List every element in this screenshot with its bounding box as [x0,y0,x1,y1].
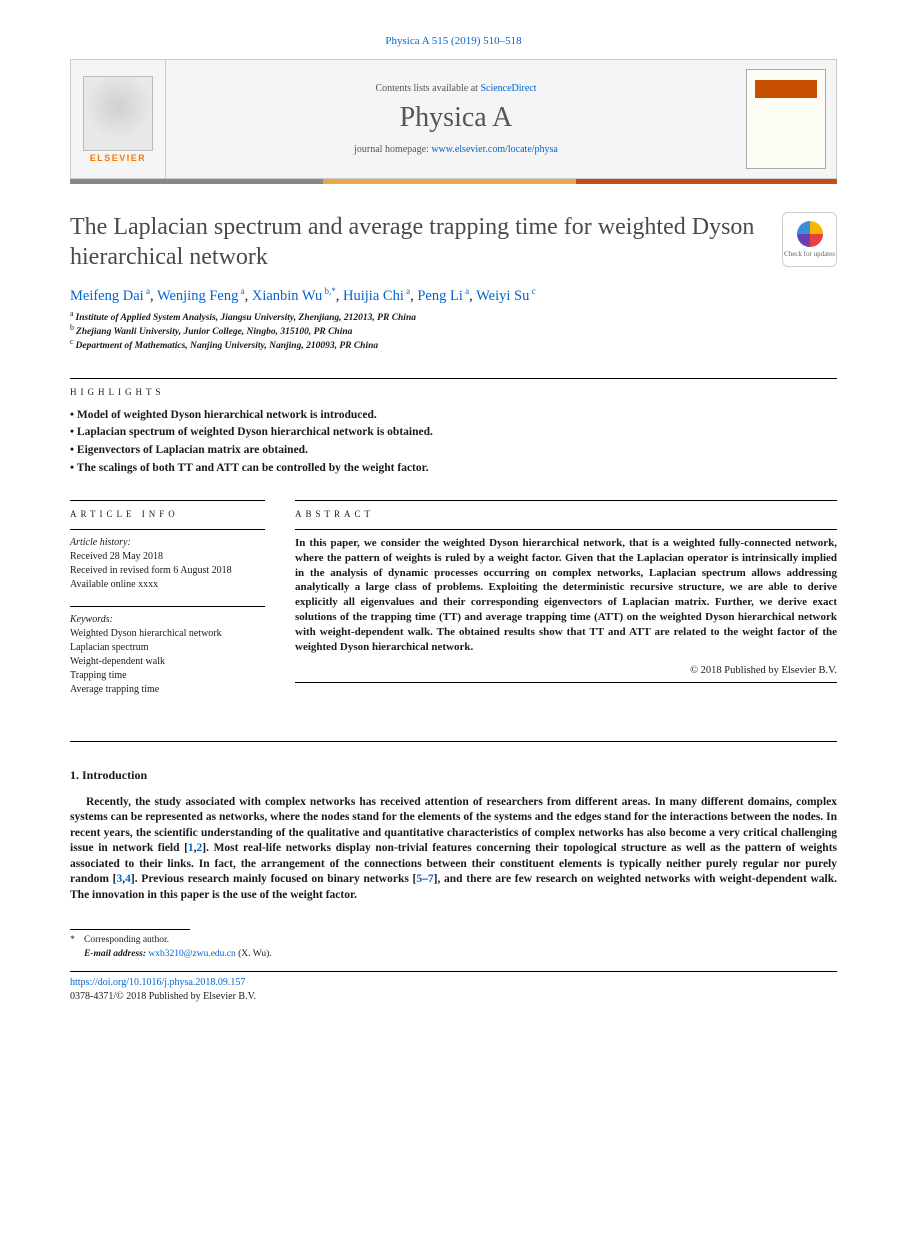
affiliation: cDepartment of Mathematics, Nanjing Univ… [70,340,837,354]
homepage-link[interactable]: www.elsevier.com/locate/physa [431,144,558,155]
doi-link[interactable]: https://doi.org/10.1016/j.physa.2018.09.… [70,977,245,988]
keywords-block: Keywords: Weighted Dyson hierarchical ne… [70,613,265,697]
highlights-list: Model of weighted Dyson hierarchical net… [70,407,837,478]
highlight-item: Laplacian spectrum of weighted Dyson hie… [70,424,837,442]
journal-header: ELSEVIER Contents lists available at Sci… [70,59,837,179]
article-history: Article history: Received 28 May 2018 Re… [70,536,265,592]
cite-link[interactable]: 3 [117,873,123,885]
abstract-label: abstract [295,501,837,529]
keyword: Weight-dependent walk [70,655,265,669]
footnotes: *Corresponding author. E-mail address: w… [70,930,837,961]
keyword: Trapping time [70,669,265,683]
article-info-column: article info Article history: Received 2… [70,500,265,711]
citation-line: Physica A 515 (2019) 510–518 [70,35,837,47]
cite-link[interactable]: 5 [416,873,422,885]
keyword: Average trapping time [70,683,265,697]
keyword: Weighted Dyson hierarchical network [70,627,265,641]
contents-prefix: Contents lists available at [375,83,480,94]
publisher-logo: ELSEVIER [71,60,166,178]
author[interactable]: Peng Li a [417,288,469,304]
publisher-name: ELSEVIER [90,153,147,163]
history-received: Received 28 May 2018 [70,550,265,564]
sciencedirect-link[interactable]: ScienceDirect [480,83,536,94]
article-info-label: article info [70,501,265,529]
history-label: Article history: [70,536,265,550]
author[interactable]: Wenjing Feng a [157,288,245,304]
highlight-item: The scalings of both TT and ATT can be c… [70,460,837,478]
homepage-line: journal homepage: www.elsevier.com/locat… [166,144,746,155]
affiliation: bZhejiang Wanli University, Junior Colle… [70,326,837,340]
article-title: The Laplacian spectrum and average trapp… [70,212,762,272]
header-center: Contents lists available at ScienceDirec… [166,77,746,161]
author[interactable]: Weiyi Su c [476,288,535,304]
abstract-column: abstract In this paper, we consider the … [295,500,837,711]
elsevier-tree-icon [83,76,153,151]
crossmark-badge[interactable]: Check for updates [782,212,837,267]
journal-cover-thumb [746,69,826,169]
author-list: Meifeng Dai a, Wenjing Feng a, Xianbin W… [70,286,837,306]
page-footer: https://doi.org/10.1016/j.physa.2018.09.… [70,972,837,1004]
section-heading-intro: 1. Introduction [70,768,837,783]
affiliation: aInstitute of Applied System Analysis, J… [70,312,837,326]
highlight-item: Model of weighted Dyson hierarchical net… [70,407,837,425]
homepage-prefix: journal homepage: [354,144,431,155]
highlight-item: Eigenvectors of Laplacian matrix are obt… [70,442,837,460]
keyword: Laplacian spectrum [70,641,265,655]
issn-copyright: 0378-4371/© 2018 Published by Elsevier B… [70,990,837,1004]
corresponding-email-link[interactable]: wxb3210@zwu.edu.cn [148,949,235,959]
citation-link[interactable]: Physica A 515 (2019) 510–518 [385,35,521,47]
abstract-text: In this paper, we consider the weighted … [295,536,837,655]
copyright-line: © 2018 Published by Elsevier B.V. [295,665,837,676]
cite-link[interactable]: 1 [188,842,194,854]
color-strip [70,179,837,184]
contents-line: Contents lists available at ScienceDirec… [166,83,746,94]
author[interactable]: Meifeng Dai a [70,288,150,304]
author[interactable]: Huijia Chi a [343,288,410,304]
affiliations: aInstitute of Applied System Analysis, J… [70,312,837,353]
corresponding-author-note: *Corresponding author. [70,934,837,947]
email-note: E-mail address: wxb3210@zwu.edu.cn (X. W… [70,948,837,961]
highlights-label: highlights [70,379,837,407]
crossmark-label: Check for updates [784,250,835,258]
crossmark-icon [797,221,823,247]
history-revised: Received in revised form 6 August 2018 [70,564,265,578]
journal-name: Physica A [166,102,746,134]
author[interactable]: Xianbin Wu b,* [252,288,336,304]
history-online: Available online xxxx [70,578,265,592]
keywords-label: Keywords: [70,613,265,627]
intro-paragraph: Recently, the study associated with comp… [70,795,837,904]
